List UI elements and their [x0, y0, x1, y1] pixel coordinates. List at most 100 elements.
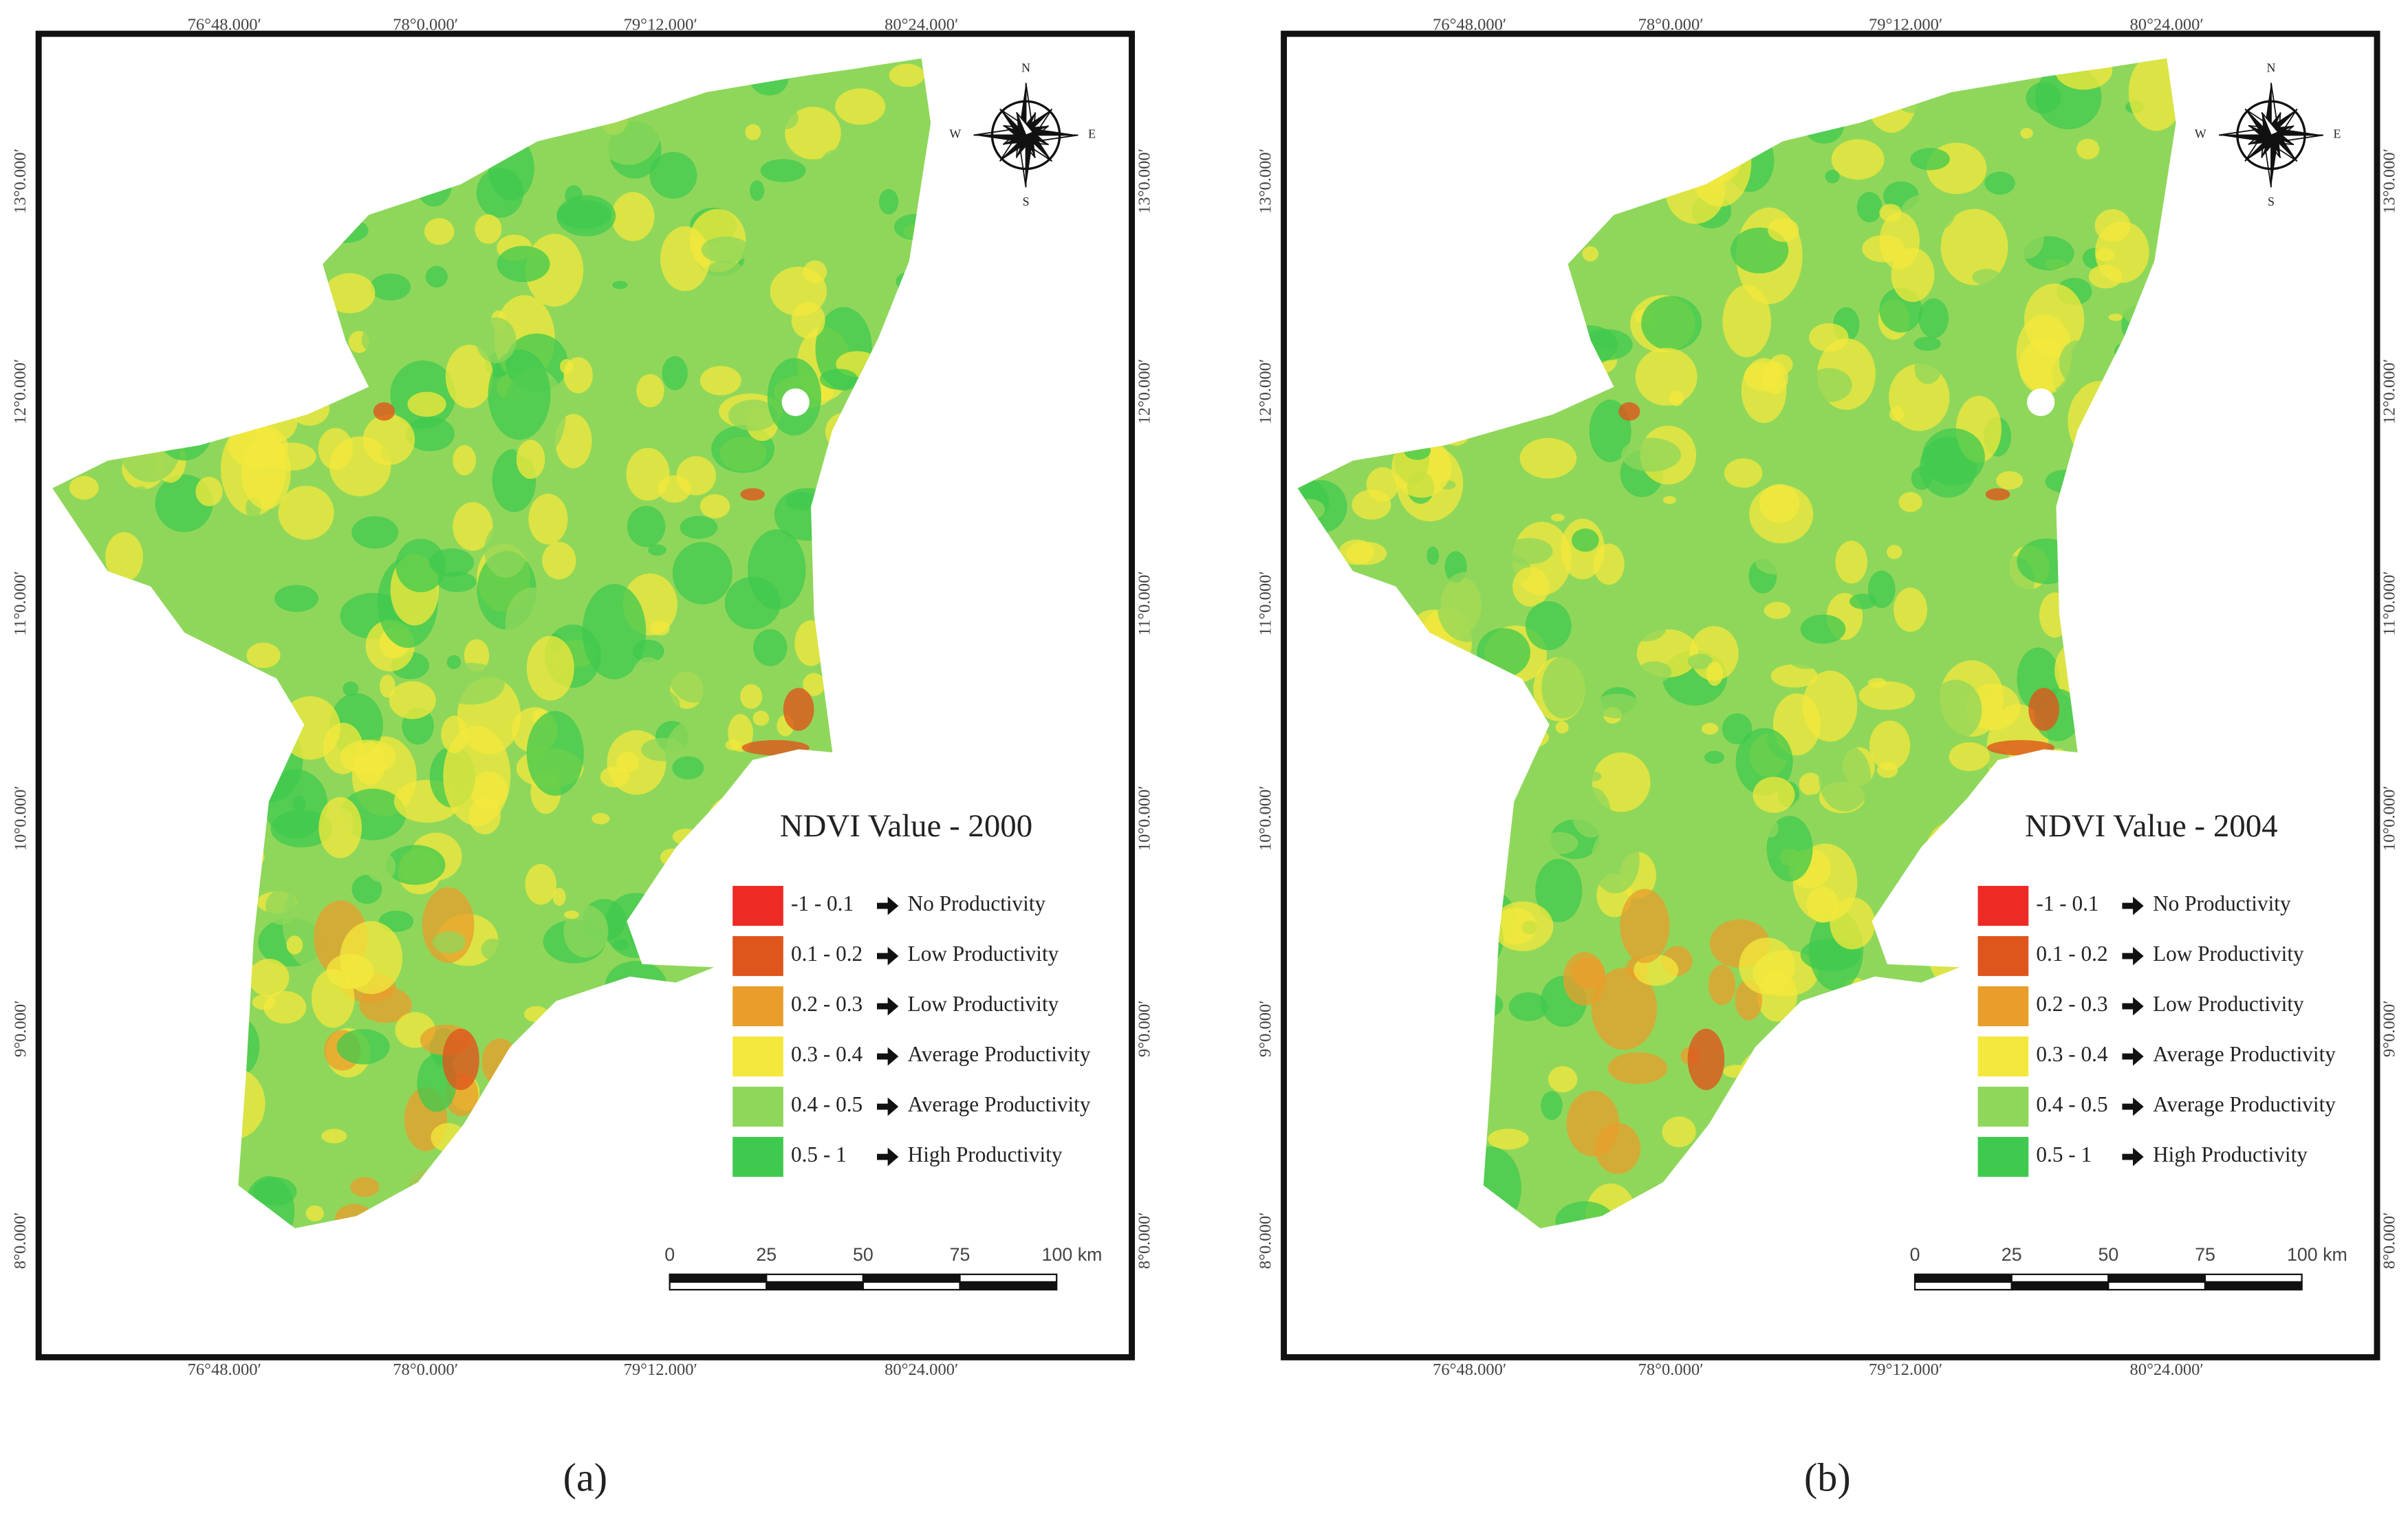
land-texture [1799, 772, 1822, 796]
land-texture [1887, 545, 1902, 559]
land-texture [362, 414, 415, 466]
legend-range: 0.2 - 0.3 [2036, 992, 2107, 1016]
land-texture [2095, 221, 2149, 283]
land-texture [395, 539, 446, 593]
map-panel: 76°48.000′ 76°48.000′ 78°0.000′ 78°0.000′ 79… [1257, 16, 2399, 1380]
legend-label: High Productivity [908, 1142, 1063, 1166]
land-texture [660, 226, 711, 292]
legend-arrow [2122, 997, 2144, 1016]
panel-label: (a) [563, 1455, 607, 1500]
land-texture [373, 402, 395, 421]
land-texture [760, 159, 806, 182]
longitude-label: 76°48.000′ [188, 16, 261, 34]
scale-label: 50 [853, 1244, 874, 1265]
land-texture [366, 851, 396, 883]
map-panel: 76°48.000′ 76°48.000′ 78°0.000′ 78°0.000′ 79… [11, 16, 1153, 1380]
land-texture [1894, 587, 1927, 632]
land-texture [702, 261, 748, 294]
scale-label: 0 [1910, 1244, 1920, 1265]
land-texture [556, 200, 612, 229]
land-texture [1862, 439, 1898, 462]
land-texture [1592, 752, 1651, 812]
land-texture [241, 435, 291, 510]
land-texture [1594, 693, 1641, 719]
land-texture [1828, 239, 1845, 250]
land-texture [1492, 901, 1554, 951]
land-texture [542, 541, 576, 580]
legend-range: 0.1 - 0.2 [791, 942, 863, 966]
scale-segment [2204, 1273, 2303, 1283]
land-texture [1352, 490, 1391, 520]
longitude-label: 80°24.000′ [2130, 1360, 2204, 1379]
land-texture [2026, 82, 2061, 114]
latitude-label: 10°0.000′ [11, 785, 30, 851]
lake [2027, 388, 2055, 416]
legend-label: Low Productivity [2153, 992, 2304, 1016]
land-texture [662, 356, 688, 391]
land-texture [318, 428, 353, 470]
latitude-label: 11°0.000′ [2380, 571, 2399, 636]
land-texture [476, 168, 524, 218]
scale-label: 0 [664, 1244, 675, 1265]
land-texture [1922, 428, 1985, 486]
longitude-label: 79°12.000′ [624, 1360, 697, 1379]
land-texture [1809, 323, 1849, 352]
land-texture [1346, 541, 1387, 565]
land-texture [278, 486, 334, 540]
legend-swatch [733, 936, 783, 977]
land-texture [1658, 990, 1684, 1025]
land-texture [351, 874, 382, 904]
scale-segment [669, 1281, 768, 1291]
land-texture [1620, 889, 1670, 964]
land-texture [2108, 313, 2123, 321]
land-texture [274, 585, 318, 612]
legend-label: Average Productivity [2153, 1092, 2336, 1116]
scale-segment [669, 1273, 768, 1283]
latitude-label: 9°0.000′ [2380, 1000, 2399, 1057]
scale-segment [2107, 1273, 2206, 1283]
land-texture [1585, 771, 1602, 782]
land-texture [1706, 661, 1724, 686]
land-texture [1918, 298, 1949, 338]
land-texture [1879, 204, 1902, 222]
legend-range: 0.4 - 0.5 [2036, 1092, 2107, 1116]
scale-label: 75 [2195, 1244, 2215, 1265]
latitude-label: 11°0.000′ [11, 571, 30, 636]
land-texture [1984, 171, 2015, 195]
legend-label: No Productivity [2153, 891, 2291, 915]
latitude-label: 9°0.000′ [1257, 1000, 1275, 1057]
land-texture [484, 522, 528, 578]
legend-swatch [733, 986, 783, 1027]
longitude-label: 80°24.000′ [885, 1360, 958, 1379]
land-texture [1708, 964, 1736, 1006]
land-texture [691, 728, 714, 754]
land-texture [526, 636, 574, 701]
land-texture [611, 322, 636, 342]
longitude-label: 76°48.000′ [1433, 1360, 1506, 1379]
land-texture [600, 766, 630, 788]
land-texture [750, 180, 765, 202]
land-texture [1704, 750, 1724, 764]
land-texture [771, 237, 795, 254]
land-texture [359, 987, 412, 1023]
legend-title: NDVI Value - 2000 [780, 808, 1032, 844]
land-texture [1856, 192, 1883, 223]
land-texture [1789, 651, 1825, 669]
legend-range: 0.5 - 1 [791, 1142, 847, 1166]
land-texture [1687, 653, 1713, 669]
land-texture [1525, 600, 1572, 651]
land-texture [680, 516, 718, 539]
scale-segment [766, 1273, 865, 1283]
land-texture [1755, 549, 1798, 575]
latitude-label: 9°0.000′ [11, 1000, 30, 1057]
compass-n: N [1021, 61, 1030, 75]
latitude-label: 10°0.000′ [1135, 785, 1153, 851]
compass-point [1016, 111, 1034, 136]
land-texture [248, 959, 290, 997]
land-texture [1662, 1116, 1696, 1147]
land-texture [445, 345, 493, 409]
legend-swatch [733, 886, 783, 926]
land-texture [1437, 571, 1497, 642]
land-texture [2136, 206, 2155, 219]
